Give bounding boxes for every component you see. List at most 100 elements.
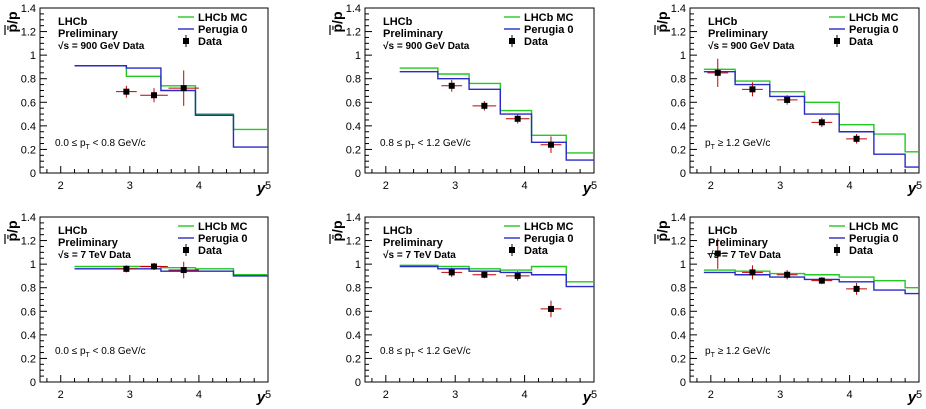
y-tick-label: 0.4 [21, 330, 36, 342]
pt-cut-label: 0.0 ≤ pT < 0.8 GeV/c [55, 346, 146, 359]
data-point [472, 101, 497, 111]
data-point [846, 283, 867, 295]
data-point [811, 277, 833, 285]
preliminary-label: Preliminary [58, 28, 119, 40]
x-axis-label: y [582, 180, 592, 197]
data-marker [749, 86, 756, 93]
y-tick-label: 1 [30, 50, 36, 62]
data-marker [853, 135, 860, 142]
data-point [742, 265, 763, 280]
y-tick-label: 1.4 [346, 212, 361, 224]
preliminary-label: Preliminary [58, 237, 119, 249]
energy-label: √s = 900 GeV Data [708, 41, 795, 52]
y-axis-label-text: p̄/p [4, 12, 20, 33]
legend-marker-swatch [834, 38, 840, 44]
pt-cut-label: 0.8 ≤ pT < 1.2 GeV/c [380, 346, 471, 359]
data-marker [123, 265, 130, 272]
series-perugia-0-line [399, 265, 594, 288]
data-point [540, 136, 562, 153]
y-tick-label: 0.4 [346, 330, 361, 342]
x-axis-label: y [256, 389, 266, 406]
y-axis-label-text: p̄/p [329, 12, 345, 33]
legend-label: LHCb MC [198, 221, 248, 233]
y-tick-label: 0.2 [346, 144, 361, 156]
energy-label: √s = 7 TeV Data [383, 250, 456, 261]
y-tick-label: 0.2 [21, 353, 36, 365]
x-tick-label: 4 [196, 180, 202, 192]
legend-label: LHCb MC [198, 12, 248, 24]
y-tick-label: 1.4 [346, 3, 361, 15]
series-lhcb-mc-line [703, 68, 919, 153]
series-lhcb-mc-line [703, 269, 919, 289]
y-tick-label: 1 [30, 259, 36, 271]
data-point [168, 261, 199, 279]
x-tick-label: 2 [58, 389, 64, 401]
experiment-label: LHCb [58, 16, 88, 28]
x-tick-label: 4 [196, 389, 202, 401]
y-tick-label: 0.2 [346, 353, 361, 365]
series-lhcb-mc-line [399, 264, 594, 283]
data-point [776, 95, 798, 105]
legend-marker-swatch [509, 38, 515, 44]
data-marker [818, 277, 825, 284]
x-tick-label: 5 [916, 180, 922, 192]
x-tick-label: 3 [777, 389, 783, 401]
chart-panel-6: 0 0.2 0.4 0.6 0.8 1 1.2 1.4 2 3 4 5y p̄/p LHCbPrelimi… [654, 212, 922, 406]
y-tick-label: 0 [680, 377, 686, 389]
x-tick-label: 5 [916, 389, 922, 401]
data-marker [514, 272, 521, 279]
legend-label: Data [849, 245, 874, 257]
y-tick-label: 0.2 [21, 144, 36, 156]
series-perugia-0-line [74, 65, 268, 148]
data-point [168, 70, 199, 106]
y-tick-label: 0.4 [671, 121, 686, 133]
y-tick-label: 0.2 [671, 144, 686, 156]
experiment-label: LHCb [708, 225, 738, 237]
experiment-label: LHCb [383, 225, 413, 237]
y-tick-label: 1.4 [671, 212, 686, 224]
chart-panel-2: 0 0.2 0.4 0.6 0.8 1 1.2 1.4 2 3 4 5y p̄/p LHCbPrelimi… [329, 3, 597, 197]
y-tick-label: 0 [355, 377, 361, 389]
y-axis-label: p̄/p [4, 12, 20, 35]
x-tick-label: 3 [452, 180, 458, 192]
data-marker [448, 82, 455, 89]
y-tick-label: 0.4 [671, 330, 686, 342]
x-tick-label: 3 [127, 180, 133, 192]
y-axis-label: p̄/p [329, 12, 345, 35]
series-perugia-0-line [703, 271, 919, 295]
y-tick-label: 1 [355, 259, 361, 271]
y-tick-label: 0.6 [671, 306, 686, 318]
legend-marker-swatch [834, 247, 840, 253]
energy-label: √s = 7 TeV Data [708, 250, 781, 261]
y-tick-label: 0.8 [21, 283, 36, 295]
legend-label: LHCb MC [524, 221, 574, 233]
y-axis-label: p̄/p [329, 221, 345, 244]
chart-panel-4: 0 0.2 0.4 0.6 0.8 1 1.2 1.4 2 3 4 5y p̄/p LHCbPrelimi… [4, 212, 271, 406]
y-tick-label: 1 [355, 50, 361, 62]
y-tick-label: 0.2 [671, 353, 686, 365]
chart-panel-3: 0 0.2 0.4 0.6 0.8 1 1.2 1.4 2 3 4 5y p̄/p LHCbPrelimi… [654, 3, 922, 197]
data-marker [784, 96, 791, 103]
legend-label: LHCb MC [849, 221, 899, 233]
legend-label: Data [524, 36, 549, 48]
data-marker [481, 102, 488, 109]
data-marker [180, 267, 187, 274]
y-axis-label-text: p̄/p [654, 221, 670, 242]
y-tick-label: 1.2 [346, 27, 361, 39]
preliminary-label: Preliminary [708, 237, 769, 249]
preliminary-label: Preliminary [383, 28, 444, 40]
y-tick-label: 0.6 [21, 97, 36, 109]
data-marker [749, 269, 756, 276]
legend-marker-swatch [509, 247, 515, 253]
data-point [540, 300, 562, 318]
x-axis-label: y [907, 180, 917, 197]
y-tick-label: 1.2 [346, 236, 361, 248]
y-tick-label: 0 [355, 168, 361, 180]
x-tick-label: 5 [265, 180, 271, 192]
y-tick-label: 1.4 [21, 212, 36, 224]
data-marker [514, 115, 521, 122]
x-tick-label: 4 [522, 180, 528, 192]
y-axis-label-text: p̄/p [329, 221, 345, 242]
legend-label: LHCb MC [849, 12, 899, 24]
